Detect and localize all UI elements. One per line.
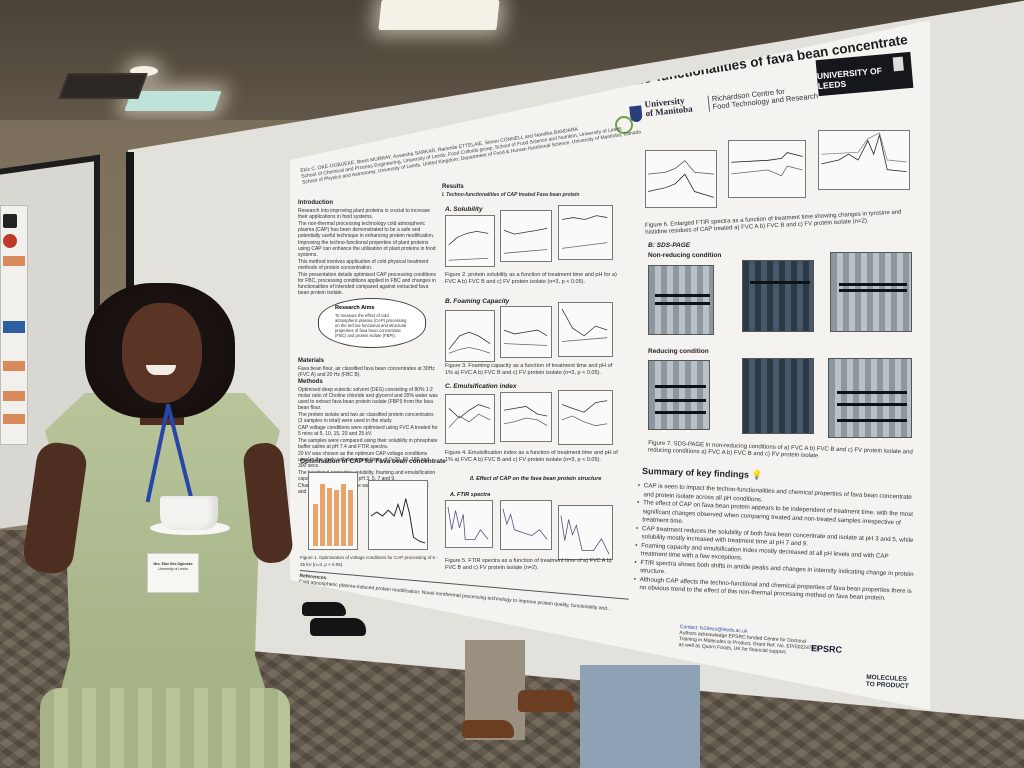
lightbulb-icon: 💡 (751, 469, 763, 481)
face (122, 303, 202, 403)
name-badge: Mrs. Ebiz Oke-Ogbueke University of Leed… (147, 553, 199, 593)
university-of-manitoba-logo: University of Manitoba (644, 95, 694, 119)
gel-nonreducing-a (648, 265, 714, 335)
university-of-leeds-logo: UNIVERSITY OF LEEDS (815, 51, 914, 97)
ftir-chart-c (558, 505, 613, 560)
ftir-chart-b (500, 500, 552, 550)
ftir-heading: A. FTIR spectra (450, 492, 491, 498)
contact-box: Contact: fs16eco@leeds.ac.uk Authors ack… (678, 624, 819, 656)
emulsification-chart-b (500, 392, 552, 442)
solubility-chart-b (500, 210, 552, 262)
richardson-centre-logo: Richardson Centre for Food Technology an… (707, 84, 819, 112)
figure-5-caption: Figure 5. FTIR spectra as a function of … (445, 558, 612, 571)
enlarged-ftir-chart-c (818, 130, 910, 190)
figure-2-caption: Figure 2. protein solubility as a functi… (445, 272, 617, 285)
leeds-crest-icon (892, 56, 904, 72)
gel-reducing-b (742, 358, 814, 434)
foaming-chart-c (558, 302, 613, 357)
non-reducing-heading: Non-reducing condition (648, 252, 722, 259)
foaming-chart-a (445, 310, 495, 362)
ceiling-light (378, 0, 500, 30)
smile (146, 365, 176, 375)
ftir-chart-a (445, 500, 493, 548)
figure-7-caption: Figure 7. SDS-PAGE in non-reducing condi… (647, 440, 913, 459)
dress-ruffle (40, 688, 290, 768)
gel-reducing-a (648, 360, 710, 430)
solubility-chart-c (558, 205, 613, 260)
epsrc-logo: EPSRC (810, 643, 843, 655)
foaming-heading: B. Foaming Capacity (445, 298, 510, 305)
shoe (518, 690, 574, 712)
background-person-jeans (580, 665, 700, 768)
molecules-to-product-logo: MOLECULES TO PRODUCT (865, 673, 909, 691)
gel-nonreducing-b (742, 260, 814, 332)
figure-4-caption: Figure 4. Emulsification index as a func… (445, 450, 618, 463)
emulsification-chart-c (558, 390, 613, 445)
figure-3-caption: Figure 3. Foaming capacity as a function… (445, 363, 613, 376)
figure-1-caption: Figure 1. Optimisation of voltage condit… (300, 555, 438, 567)
ceiling-light (130, 66, 158, 76)
figure-6-caption: Figure 6. Enlarged FTIR spectra as a fun… (644, 209, 902, 236)
enlarged-ftir-chart-b (728, 140, 806, 198)
coffee-cup-icon (160, 496, 218, 530)
structure-heading: II. Effect of CAP on the fava bean prote… (470, 476, 602, 482)
shoe (310, 618, 366, 636)
leaf-circle-logo-icon (615, 116, 633, 134)
enlarged-ftir-chart-a (645, 150, 717, 208)
results-heading: Results I. Techno-functionalities of CAP… (442, 184, 580, 198)
summary-list: CAP is seen to impact the techno-functio… (633, 482, 918, 605)
emulsification-heading: C. Emulsification index (445, 383, 517, 390)
presenter: Mrs. Ebiz Oke-Ogbueke University of Leed… (21, 283, 300, 768)
optimisation-heading: Optimisation of CAP for Fava bean concen… (300, 458, 446, 465)
gel-reducing-c (828, 358, 912, 438)
sds-page-heading: B: SDS-PAGE (648, 242, 691, 249)
solubility-bar-chart (308, 472, 358, 550)
left-poster (0, 205, 28, 445)
foaming-chart-b (500, 306, 552, 358)
introduction-section: Introduction Research into improving pla… (298, 200, 437, 296)
solubility-heading: A. Solubility (445, 206, 483, 213)
gel-nonreducing-c (830, 252, 912, 332)
research-aims-cloud: Research Aims To measure the effect of c… (318, 298, 426, 348)
reducing-heading: Reducing condition (648, 348, 709, 355)
research-poster: UNIVERSITY OF LEEDS Richardson Centre fo… (290, 20, 930, 710)
ftir-optimisation-chart (368, 480, 428, 550)
summary-heading: Summary of key findings 💡 (641, 465, 763, 481)
emulsification-chart-a (445, 394, 495, 444)
shoe (462, 720, 514, 738)
solubility-chart-a (445, 215, 495, 267)
shoe (302, 602, 346, 616)
ceiling-vent (58, 73, 148, 99)
